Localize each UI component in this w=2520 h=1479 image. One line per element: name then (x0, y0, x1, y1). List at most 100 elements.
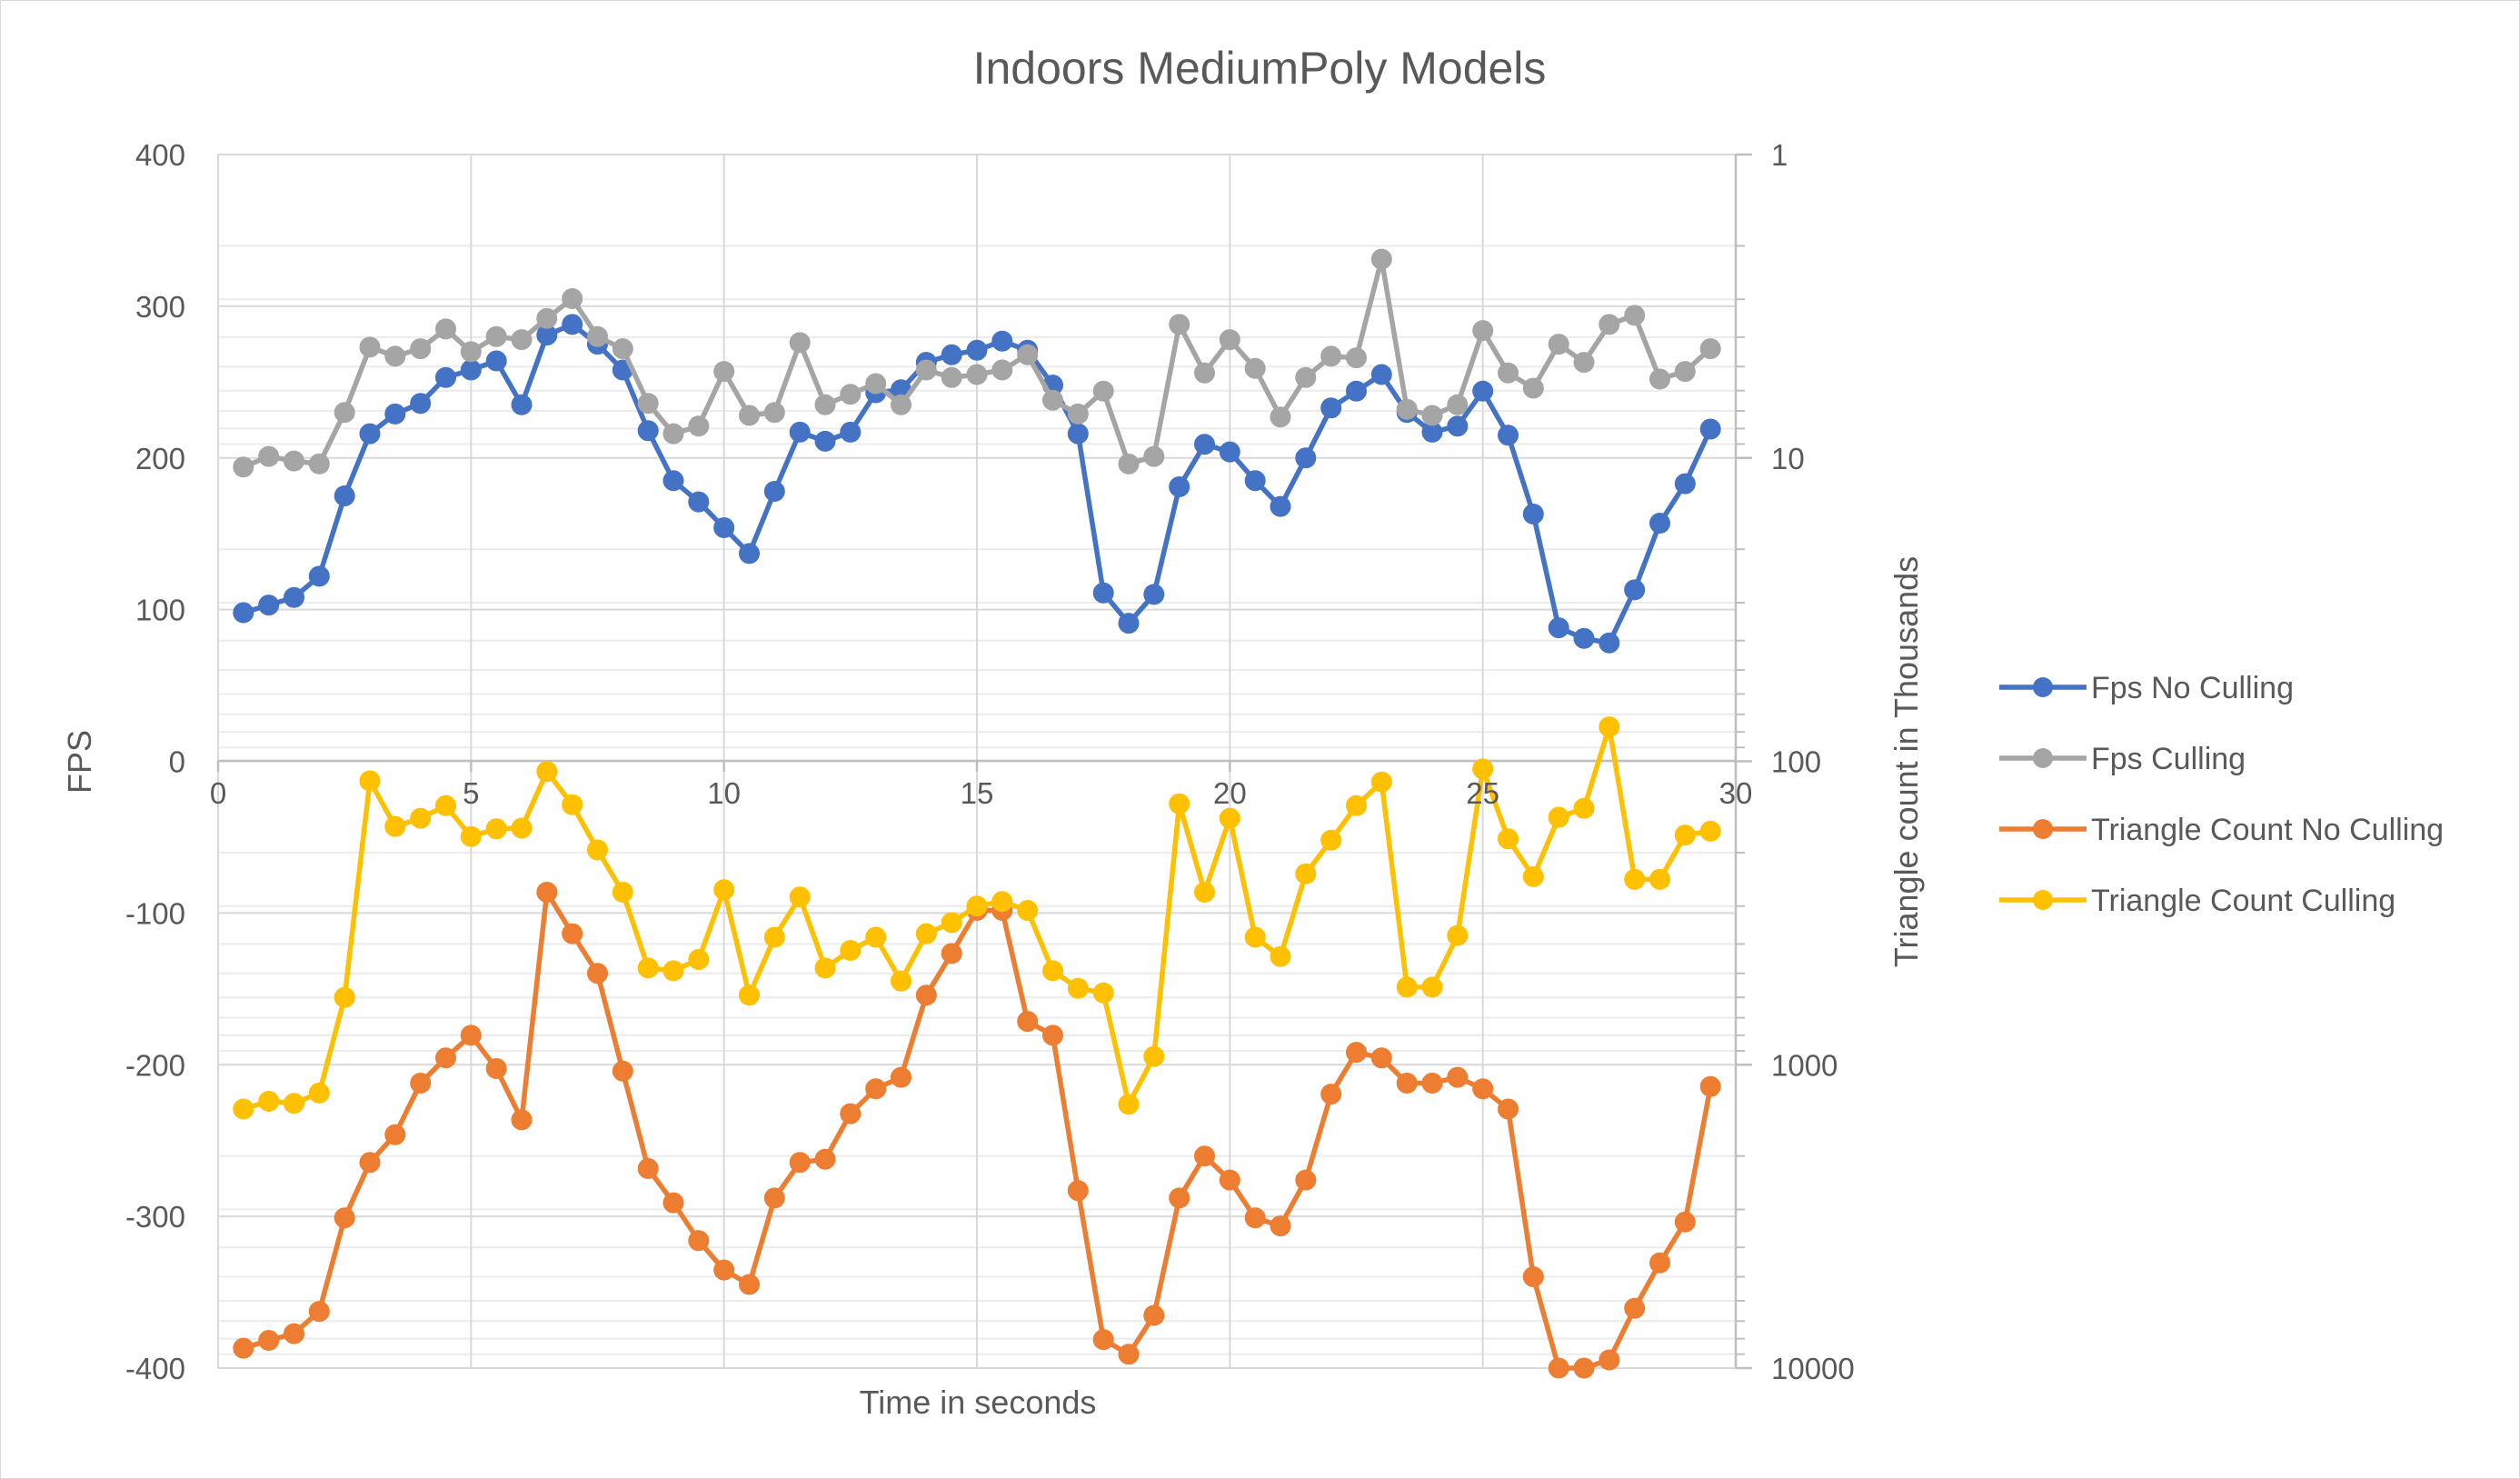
y-tick-label: -200 (125, 1048, 185, 1082)
data-point (763, 402, 785, 424)
data-point (334, 485, 355, 506)
data-point (637, 957, 659, 979)
data-point (1320, 1084, 1342, 1105)
legend-swatch-marker (2033, 890, 2053, 910)
data-point (359, 770, 381, 792)
legend-label: Fps No Culling (2091, 671, 2294, 705)
data-point (1522, 377, 1544, 399)
data-point (1346, 380, 1367, 402)
data-point (1548, 1357, 1569, 1379)
data-point (1699, 338, 1721, 360)
data-point (1092, 380, 1114, 402)
data-point (941, 943, 962, 964)
legend-item: Fps Culling (1999, 742, 2246, 776)
data-point (1194, 362, 1215, 384)
data-point (789, 1152, 811, 1174)
data-point (435, 1047, 456, 1069)
data-point (1169, 476, 1190, 497)
series-fps-culling (233, 248, 1721, 478)
data-point (966, 339, 988, 361)
data-point (814, 394, 836, 415)
data-point (536, 882, 558, 903)
data-point (1067, 403, 1089, 425)
data-point (1042, 960, 1063, 982)
data-point (1674, 473, 1696, 495)
y-tick-label: 400 (135, 138, 185, 172)
data-point (1472, 380, 1494, 402)
data-point (941, 344, 962, 365)
data-point (1169, 314, 1190, 335)
data-point (789, 886, 811, 908)
data-point (1396, 398, 1418, 420)
data-point (384, 1124, 406, 1145)
data-point (713, 1259, 735, 1281)
data-point (258, 1091, 280, 1112)
data-point (511, 1109, 533, 1131)
data-point (814, 957, 836, 979)
data-point (662, 423, 684, 445)
x-tick-label: 10 (707, 776, 741, 810)
data-point (359, 1152, 381, 1174)
data-point (941, 366, 962, 388)
data-point (1194, 434, 1215, 455)
data-point (1244, 470, 1266, 492)
data-point (460, 359, 482, 381)
chart-title: Indoors MediumPoly Models (973, 43, 1547, 94)
data-point (840, 940, 862, 961)
data-point (284, 586, 304, 608)
data-point (435, 366, 456, 388)
data-point (384, 345, 406, 367)
data-point (233, 602, 254, 624)
data-point (562, 923, 583, 944)
data-point (1320, 397, 1342, 419)
data-point (1194, 1145, 1215, 1167)
data-point (562, 314, 583, 335)
data-point (284, 1093, 304, 1114)
data-point (1346, 794, 1367, 816)
data-point (1169, 1187, 1190, 1209)
y-tick-label: 100 (135, 594, 185, 627)
y2-axis-title: Triangle count in Thousands (1888, 556, 1925, 967)
data-point (1194, 882, 1215, 903)
y2-tick-label: 1000 (1771, 1048, 1838, 1082)
data-point (637, 393, 659, 415)
data-point (233, 1337, 254, 1359)
y-tick-label: -400 (125, 1352, 185, 1385)
data-point (1447, 415, 1469, 437)
data-point (1346, 347, 1367, 369)
data-point (485, 325, 507, 347)
data-point (739, 984, 760, 1006)
data-point (1498, 1098, 1519, 1120)
data-point (865, 373, 887, 395)
legend-item: Triangle Count No Culling (1999, 813, 2444, 847)
data-point (562, 288, 583, 309)
data-point (612, 338, 633, 360)
data-point (1624, 1297, 1646, 1319)
data-point (1370, 1047, 1392, 1069)
x-tick-label: 15 (961, 776, 994, 810)
data-point (1092, 1329, 1114, 1351)
data-point (1599, 1349, 1620, 1371)
data-point (1421, 1073, 1443, 1094)
legend-item: Triangle Count Culling (1999, 884, 2395, 918)
data-point (1548, 806, 1569, 828)
data-point (713, 361, 735, 383)
data-point (1396, 1073, 1418, 1094)
y-tick-label: -100 (125, 896, 185, 930)
data-point (1320, 829, 1342, 851)
data-point (1092, 982, 1114, 1004)
series-layer (233, 248, 1721, 1379)
data-point (1498, 362, 1519, 384)
data-point (1548, 334, 1569, 355)
data-point (334, 1207, 355, 1229)
data-point (1599, 632, 1620, 654)
data-point (1295, 447, 1317, 469)
data-point (536, 761, 558, 783)
data-point (1219, 329, 1240, 351)
data-point (763, 481, 785, 502)
data-point (991, 891, 1013, 913)
data-point (688, 415, 710, 437)
data-point (334, 986, 355, 1008)
data-point (1017, 900, 1039, 921)
